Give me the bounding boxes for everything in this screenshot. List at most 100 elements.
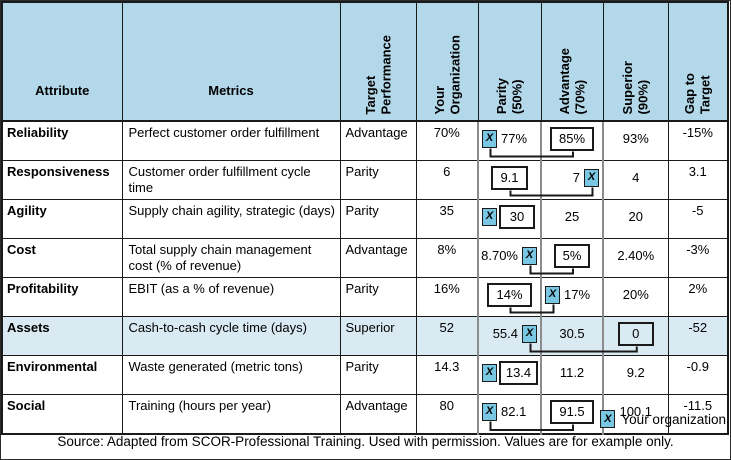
your-org-marker-icon: X [482,207,497,226]
target-level-box: 14% [487,282,532,307]
cell-attribute: Social [1,394,123,435]
header-advantage: Advantage (70%) [540,1,604,122]
benchmark-value: 55.4 [492,326,518,341]
cell-your-organization: 6 [415,160,479,200]
target-level-box: 13.4 [499,360,538,385]
cell-advantage: 85% [540,120,604,161]
table-row: Cost Total supply chain management cost (… [1,238,729,278]
cell-gap-to-target: -52 [667,316,729,356]
header-parity: Parity (50%) [477,1,542,122]
table-row: Agility Supply chain agility, strategic (… [1,199,729,239]
cell-attribute: Profitability [1,277,123,317]
cell-gap-to-target: -11.5 [667,394,729,435]
target-level-box: 9.1 [491,165,528,190]
cell-attribute: Cost [1,238,123,278]
cell-attribute: Environmental [1,355,123,395]
cell-attribute: Assets [1,316,123,356]
cell-superior: 0 [602,316,669,356]
cell-gap-to-target: -5 [667,199,729,239]
benchmark-value: 2.40% [617,248,655,263]
benchmark-value: 8.70% [481,248,518,263]
your-org-marker-icon: X [482,363,497,382]
cell-parity: 9.1 [477,160,542,200]
table-row: Assets Cash-to-cash cycle time (days) Supe… [1,316,729,356]
cell-parity: 55.4 X [477,316,542,356]
cell-superior: 4 [602,160,669,200]
benchmark-value: 93% [622,131,649,146]
table-row: Social Training (hours per year) Advantage… [1,394,729,435]
cell-your-organization: 16% [415,277,479,317]
cell-target-performance: Parity [339,160,417,200]
header-target-performance: Target Performance [339,1,417,122]
cell-superior: 2.40% [602,238,669,278]
cell-your-organization: 35 [415,199,479,239]
cell-parity: X 82.1 [477,394,542,435]
cell-gap-to-target: -3% [667,238,729,278]
cell-metric: Training (hours per year) [121,394,341,435]
cell-gap-to-target: -15% [667,120,729,161]
cell-gap-to-target: 2% [667,277,729,317]
cell-advantage: 25 [540,199,604,239]
benchmark-value: 100.1 [619,404,653,419]
cell-your-organization: 8% [415,238,479,278]
your-org-marker-icon: X [522,246,537,265]
cell-target-performance: Advantage [339,120,417,161]
cell-parity: X 30 [477,199,542,239]
table-row: Reliability Perfect customer order fulfil… [1,120,729,161]
cell-parity: X 13.4 [477,355,542,395]
benchmark-value: 11.2 [559,365,585,380]
cell-target-performance: Parity [339,355,417,395]
target-level-box: 85% [549,126,595,151]
legend-label: Your organization [621,411,726,427]
cell-advantage: X 17% [540,277,604,317]
cell-superior: 20% [602,277,669,317]
benchmark-value: 17% [564,287,591,302]
cell-advantage: 11.2 [540,355,604,395]
cell-target-performance: Parity [339,277,417,317]
header-row: Attribute Metrics Target Performance You… [1,1,729,122]
cell-metric: EBIT (as a % of revenue) [121,277,341,317]
legend: X Your organization [600,410,726,428]
header-attribute: Attribute [1,1,123,122]
your-org-marker-icon: X [584,168,599,187]
your-org-marker-icon: X [482,402,497,421]
your-org-marker-icon: X [600,410,616,428]
cell-gap-to-target: 3.1 [667,160,729,200]
benchmark-value: 30.5 [559,326,585,341]
cell-attribute: Responsiveness [1,160,123,200]
target-level-box: 91.5 [550,399,594,424]
target-level-box: 30 [499,204,535,229]
benchmark-value: 77% [501,131,528,146]
table-row: Profitability EBIT (as a % of revenue) Par… [1,277,729,317]
benchmark-value: 20% [622,287,649,302]
cell-metric: Waste generated (metric tons) [121,355,341,395]
cell-metric: Total supply chain management cost (% of… [121,238,341,278]
cell-metric: Customer order fulfillment cycle time [121,160,341,200]
cell-advantage: 5% [540,238,604,278]
target-level-box: 0 [617,321,654,346]
cell-parity: 14% [477,277,542,317]
cell-your-organization: 52 [415,316,479,356]
header-superior: Superior (90%) [602,1,669,122]
your-org-marker-icon: X [522,324,537,343]
cell-target-performance: Advantage [339,238,417,278]
cell-parity: X 77% [477,120,542,161]
cell-target-performance: Parity [339,199,417,239]
header-metrics: Metrics [121,1,341,122]
benchmark-value: 82.1 [501,404,527,419]
benchmark-value: 9.2 [626,365,645,380]
cell-advantage: 30.5 [540,316,604,356]
cell-target-performance: Superior [339,316,417,356]
cell-advantage: 91.5 [540,394,604,435]
header-gap-to-target: Gap to Target [667,1,729,122]
cell-superior: 20 [602,199,669,239]
benchmark-value: 7 [572,170,580,185]
cell-attribute: Reliability [1,120,123,161]
table-body: Reliability Perfect customer order fulfil… [1,120,729,435]
your-org-marker-icon: X [545,285,560,304]
benchmark-value: 25 [564,209,580,224]
cell-metric: Supply chain agility, strategic (days) [121,199,341,239]
header-your-organization: Your Organization [415,1,479,122]
